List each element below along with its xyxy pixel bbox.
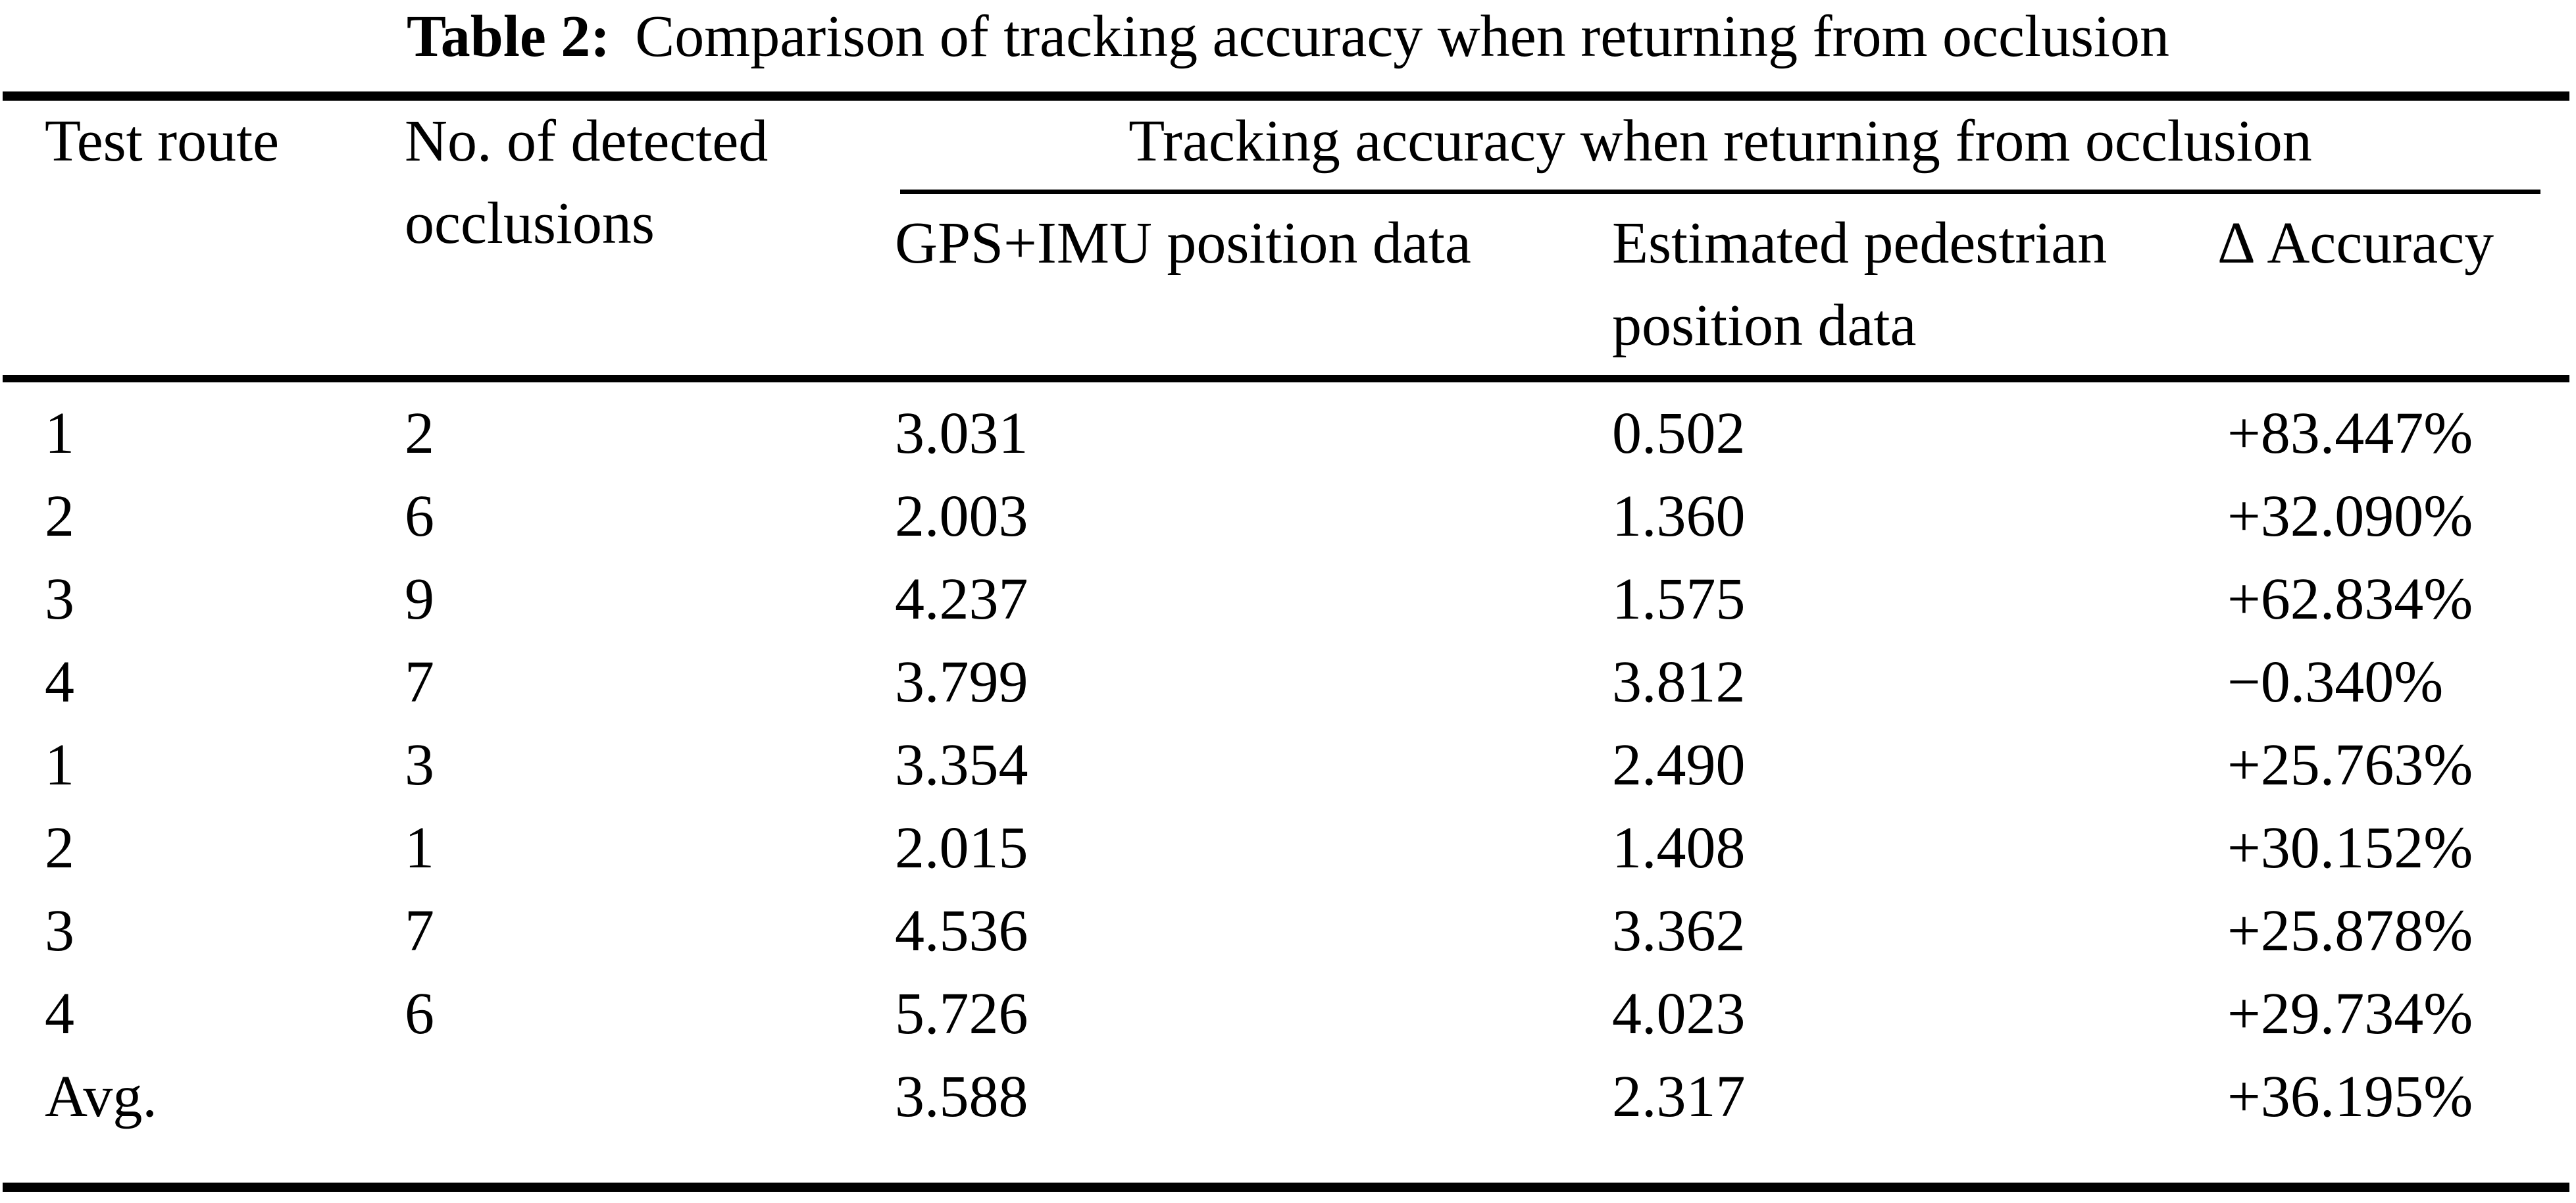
cell-delta-accuracy: +36.195% [2227,1064,2473,1129]
cell-estimated: 0.502 [1612,401,1746,466]
table-row: Avg. 3.588 2.317 +36.195% [0,1067,2576,1150]
cell-occlusions: 6 [405,981,434,1046]
cell-test-route: 3 [45,898,74,963]
cell-estimated: 3.812 [1612,650,1746,715]
col-header-delta-accuracy: Δ Accuracy [2217,211,2494,276]
rule-header-bottom [3,375,2569,382]
cell-gps-imu: 2.003 [895,484,1028,549]
cell-test-route: 2 [45,484,74,549]
span-header-tracking-accuracy: Tracking accuracy when returning from oc… [1128,109,2312,174]
cell-occlusions: 1 [405,815,434,881]
cell-gps-imu: 5.726 [895,981,1028,1046]
table-row: 3 9 4.237 1.575 +62.834% [0,570,2576,653]
table-row: 4 6 5.726 4.023 +29.734% [0,985,2576,1067]
col-header-estimated-line2: position data [1612,293,1917,358]
col-header-occlusions-line2: occlusions [405,191,655,256]
col-header-estimated-line1: Estimated pedestrian [1612,211,2108,276]
cell-estimated: 2.490 [1612,732,1746,798]
cell-delta-accuracy: +25.763% [2227,732,2473,798]
cell-delta-accuracy: −0.340% [2227,650,2444,715]
cell-estimated: 1.360 [1612,484,1746,549]
col-header-test-route: Test route [45,109,280,174]
table-number: Table 2: [407,4,611,69]
cell-estimated: 4.023 [1612,981,1746,1046]
cell-delta-accuracy: +25.878% [2227,898,2473,963]
cell-test-route: 3 [45,567,74,632]
cell-test-route: 4 [45,981,74,1046]
table-row: 3 7 4.536 3.362 +25.878% [0,902,2576,985]
cell-estimated: 1.408 [1612,815,1746,881]
cell-occlusions: 9 [405,567,434,632]
cell-gps-imu: 4.237 [895,567,1028,632]
table-row: 1 3 3.354 2.490 +25.763% [0,736,2576,819]
cell-test-route: 2 [45,815,74,881]
table-row: 2 6 2.003 1.360 +32.090% [0,487,2576,570]
cell-test-route: Avg. [45,1064,157,1129]
cell-test-route: 1 [45,732,74,798]
cell-delta-accuracy: +32.090% [2227,484,2473,549]
cell-estimated: 3.362 [1612,898,1746,963]
cell-occlusions: 2 [405,401,434,466]
cell-gps-imu: 3.031 [895,401,1028,466]
table-row: 4 7 3.799 3.812 −0.340% [0,653,2576,736]
table-caption: Table 2: Comparison of tracking accuracy … [0,4,2576,69]
cell-test-route: 1 [45,401,74,466]
cell-gps-imu: 4.536 [895,898,1028,963]
cell-delta-accuracy: +30.152% [2227,815,2473,881]
cell-gps-imu: 2.015 [895,815,1028,881]
cell-delta-accuracy: +29.734% [2227,981,2473,1046]
cell-test-route: 4 [45,650,74,715]
table-row: 1 2 3.031 0.502 +83.447% [0,404,2576,487]
col-header-occlusions-line1: No. of detected [405,109,769,174]
cell-gps-imu: 3.799 [895,650,1028,715]
cell-delta-accuracy: +83.447% [2227,401,2473,466]
table-title: Comparison of tracking accuracy when ret… [635,4,2169,69]
cell-gps-imu: 3.588 [895,1064,1028,1129]
cell-occlusions: 7 [405,650,434,715]
cell-occlusions: 6 [405,484,434,549]
cell-gps-imu: 3.354 [895,732,1028,798]
cell-estimated: 1.575 [1612,567,1746,632]
table-row: 2 1 2.015 1.408 +30.152% [0,819,2576,902]
cell-occlusions: 3 [405,732,434,798]
rule-span-divider [900,190,2540,194]
cell-estimated: 2.317 [1612,1064,1746,1129]
col-header-gps-imu: GPS+IMU position data [895,211,1471,276]
cell-delta-accuracy: +62.834% [2227,567,2473,632]
rule-top [3,91,2569,101]
cell-occlusions: 7 [405,898,434,963]
rule-bottom [3,1183,2569,1192]
